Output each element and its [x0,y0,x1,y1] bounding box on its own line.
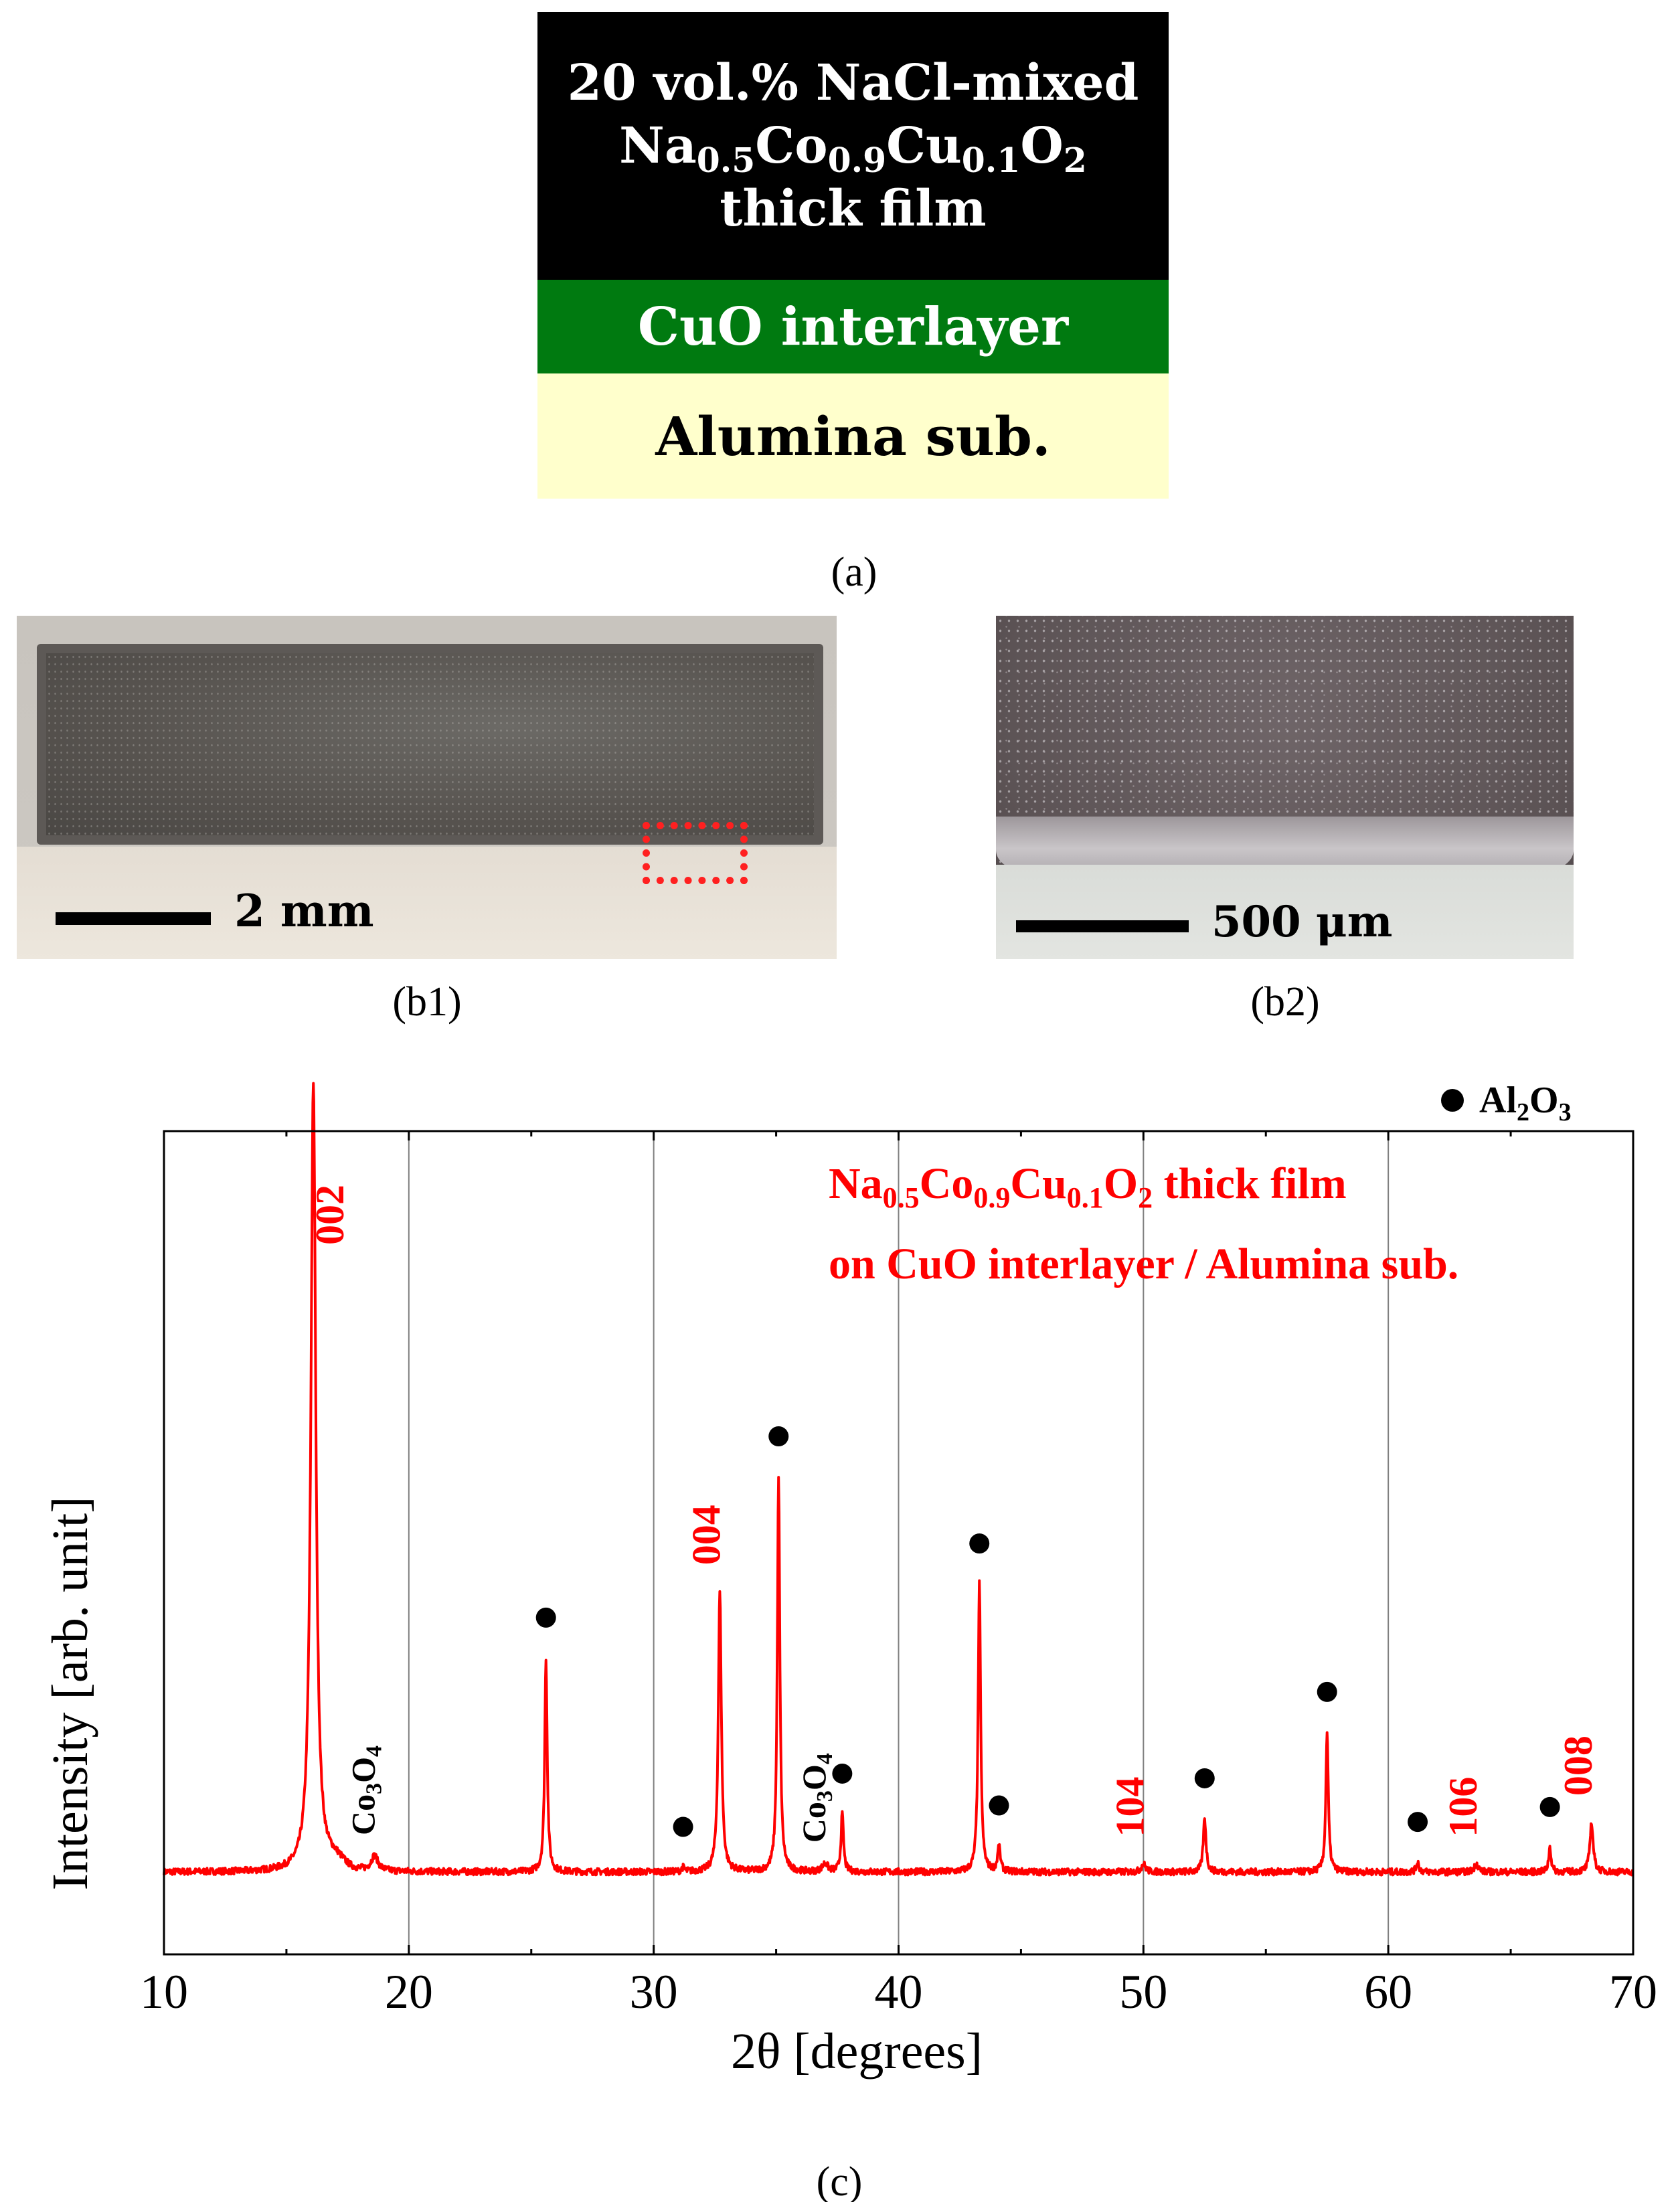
x-tick-label: 60 [1364,1965,1412,2019]
substrate-layer: Alumina sub. [537,373,1169,499]
caption-b1: (b1) [392,979,462,1025]
al2o3-marker-icon [1194,1768,1215,1788]
al2o3-marker-icon [535,1607,556,1628]
al2o3-marker-icon [1408,1812,1428,1833]
x-axis-label: 2θ [degrees] [731,2023,983,2080]
al2o3-marker-icon [832,1763,853,1784]
substrate-label: Alumina sub. [655,404,1051,468]
x-tick-label: 70 [1609,1965,1657,2019]
xrd-chart: 002 Co3O4 004 Co3O4 104 106 008 10 20 30 40 50 60 70… [42,1080,1657,2202]
x-tick-label: 40 [875,1965,923,2019]
xrd-series-line [163,1082,1634,1877]
al2o3-marker-icon [1539,1796,1560,1817]
b2-film-edge [996,817,1574,870]
b1-scale-bar [56,912,211,925]
annotation-line2: on CuO interlayer / Alumina sub. [829,1240,1458,1288]
al2o3-marker-icon [768,1426,789,1446]
b1-zoom-region-box [643,822,748,884]
x-tick-label: 10 [140,1965,188,2019]
al2o3-markers [535,1426,1560,1837]
film-line3: thick film [720,180,987,238]
legend-marker-icon [1441,1089,1464,1112]
al2o3-marker-icon [989,1795,1009,1816]
film-line2-formula: Na0.5Co0.9Cu0.1O2 [619,117,1087,181]
annotation-line1: Na0.5Co0.9Cu0.1O2 thick film [829,1159,1347,1214]
b1-scale-label: 2 mm [234,885,374,937]
peak-label: 106 [1441,1777,1485,1837]
b1-film-area [37,644,823,845]
film-line1: 20 vol.% NaCl-mixed [567,54,1139,112]
photo-b1: 2 mm [17,616,837,959]
b2-substrate-area [996,865,1574,959]
interlayer-label: CuO interlayer [637,296,1069,357]
b2-scale-label: 500 μm [1211,897,1393,947]
legend-label: Al2O3 [1479,1080,1572,1126]
peak-label: 002 [308,1185,352,1245]
plot-frame [163,1130,1634,1956]
y-axis-label: Intensity [arb. unit] [42,1497,98,1891]
legend: Al2O3 [1441,1080,1572,1126]
peak-label: Co3O4 [345,1746,387,1835]
peak-labels: 002 Co3O4 004 Co3O4 104 106 008 [308,1185,1600,1843]
peak-label: 008 [1556,1735,1600,1796]
interlayer-layer: CuO interlayer [537,280,1169,373]
caption-b2: (b2) [1250,979,1320,1025]
caption-a: (a) [831,549,877,595]
al2o3-marker-icon [969,1533,990,1554]
b2-scale-bar [1016,920,1189,932]
peak-label: Co3O4 [795,1753,837,1843]
peak-label: 104 [1108,1777,1152,1837]
layer-stack-diagram: 20 vol.% NaCl-mixed Na0.5Co0.9Cu0.1O2 th… [537,12,1169,499]
photo-b2: 500 μm [996,616,1574,959]
al2o3-marker-icon [673,1816,693,1837]
film-layer: 20 vol.% NaCl-mixed Na0.5Co0.9Cu0.1O2 th… [537,12,1169,280]
al2o3-marker-icon [1317,1681,1337,1702]
x-tick-label: 30 [630,1965,678,2019]
x-tick-labels: 10 20 30 40 50 60 70 [140,1965,1657,2019]
x-tick-label: 50 [1119,1965,1167,2019]
chart-annotation: Na0.5Co0.9Cu0.1O2 thick film on CuO inte… [829,1159,1458,1288]
caption-c: (c) [817,2159,863,2202]
x-tick-label: 20 [385,1965,433,2019]
peak-label: 004 [684,1505,728,1565]
grid-lines [408,1131,1390,1954]
b1-substrate-area [17,847,837,959]
